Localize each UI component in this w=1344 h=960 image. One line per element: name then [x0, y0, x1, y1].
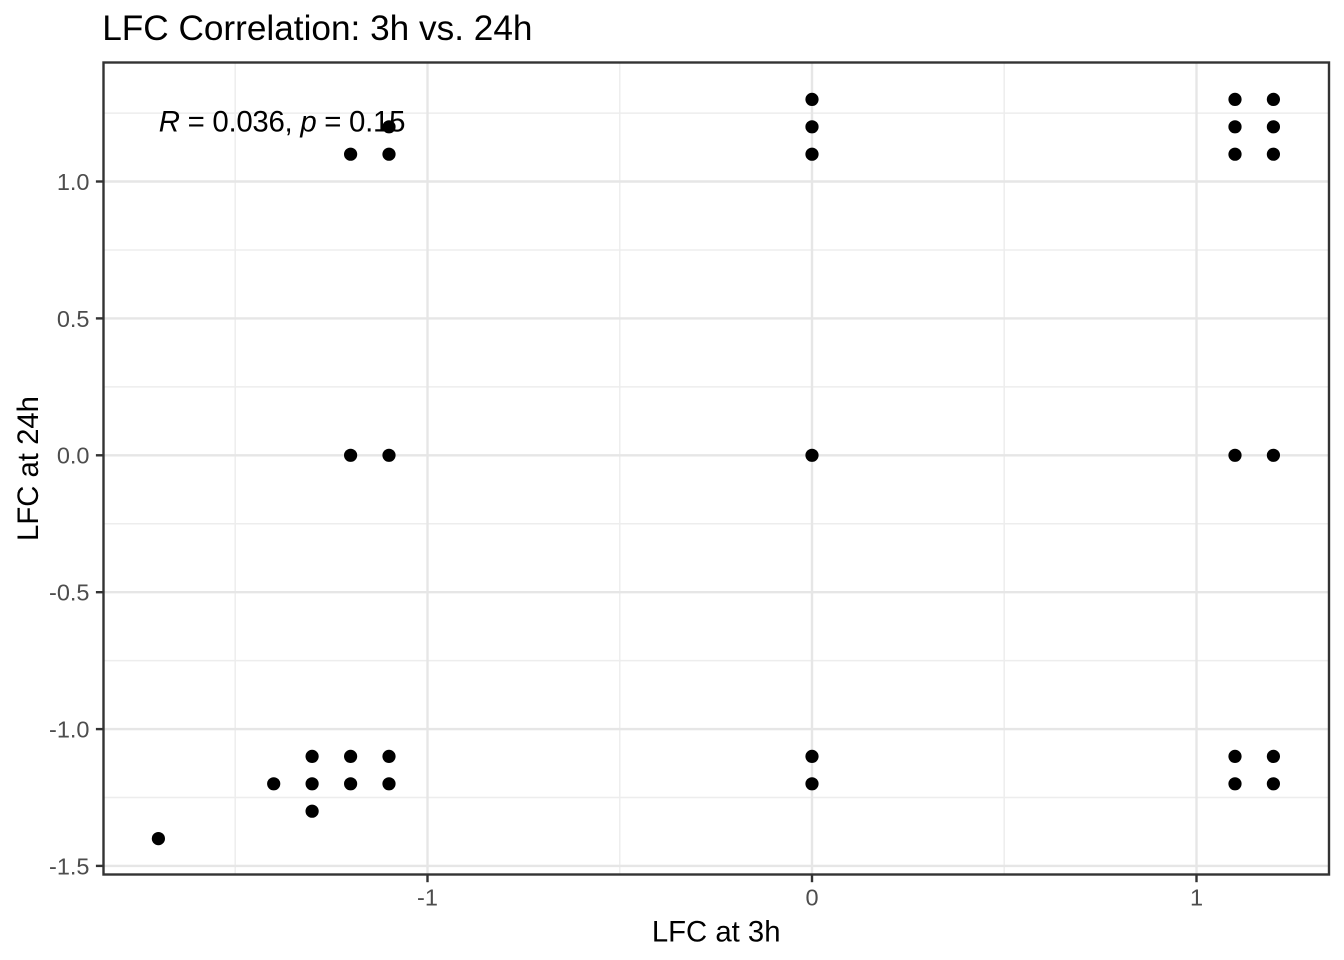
- svg-text:0.0: 0.0: [57, 443, 90, 469]
- svg-text:LFC Correlation: 3h vs. 24h: LFC Correlation: 3h vs. 24h: [102, 9, 532, 48]
- svg-text:LFC at 24h: LFC at 24h: [12, 396, 45, 541]
- svg-text:LFC at 3h: LFC at 3h: [652, 915, 781, 948]
- svg-text:0.5: 0.5: [57, 306, 90, 332]
- svg-text:1: 1: [1190, 885, 1203, 911]
- svg-text:-1.0: -1.0: [49, 717, 90, 743]
- svg-text:R = 0.036, p = 0.15: R = 0.036, p = 0.15: [159, 105, 405, 138]
- svg-text:-1.5: -1.5: [49, 853, 90, 879]
- svg-text:-0.5: -0.5: [49, 580, 90, 606]
- svg-text:-1: -1: [417, 885, 438, 911]
- svg-text:0: 0: [805, 885, 818, 911]
- svg-text:1.0: 1.0: [57, 169, 90, 195]
